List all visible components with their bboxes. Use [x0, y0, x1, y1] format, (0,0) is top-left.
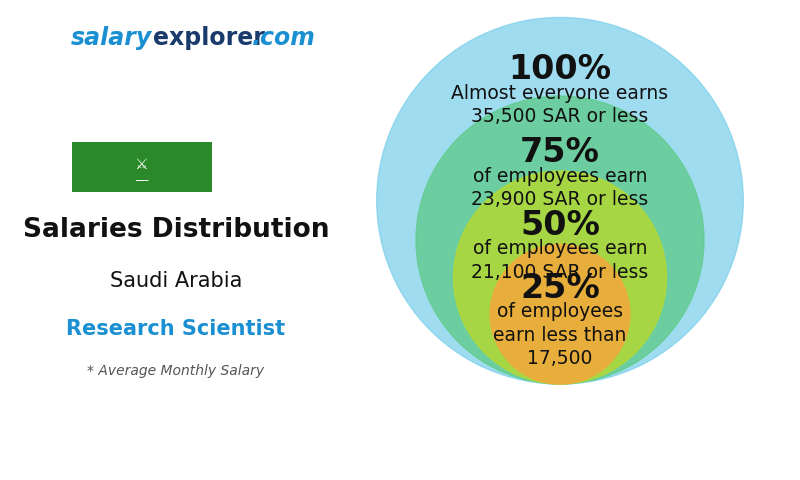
Text: of employees earn: of employees earn — [473, 239, 647, 258]
Text: ⚔: ⚔ — [135, 157, 149, 172]
Circle shape — [416, 96, 704, 384]
Text: Salaries Distribution: Salaries Distribution — [22, 217, 330, 243]
Text: 17,500: 17,500 — [527, 349, 593, 368]
Text: Saudi Arabia: Saudi Arabia — [110, 271, 242, 291]
Text: 50%: 50% — [520, 209, 600, 241]
Text: 75%: 75% — [520, 136, 600, 169]
Text: .com: .com — [252, 26, 315, 50]
Text: Almost everyone earns: Almost everyone earns — [451, 84, 669, 103]
Text: * Average Monthly Salary: * Average Monthly Salary — [87, 363, 265, 378]
Text: 21,100 SAR or less: 21,100 SAR or less — [471, 263, 649, 282]
Text: Research Scientist: Research Scientist — [66, 319, 286, 339]
Text: of employees: of employees — [497, 302, 623, 321]
Text: 23,900 SAR or less: 23,900 SAR or less — [471, 191, 649, 209]
FancyBboxPatch shape — [72, 142, 212, 192]
Text: of employees earn: of employees earn — [473, 167, 647, 186]
Circle shape — [377, 17, 743, 384]
Text: explorer: explorer — [153, 26, 265, 50]
Text: 100%: 100% — [509, 53, 611, 86]
Circle shape — [454, 171, 666, 384]
Circle shape — [490, 244, 630, 384]
Text: salary: salary — [70, 26, 152, 50]
Text: ―: ― — [136, 174, 148, 187]
Text: 25%: 25% — [520, 272, 600, 304]
Text: earn less than: earn less than — [494, 325, 626, 345]
Text: 35,500 SAR or less: 35,500 SAR or less — [471, 108, 649, 126]
